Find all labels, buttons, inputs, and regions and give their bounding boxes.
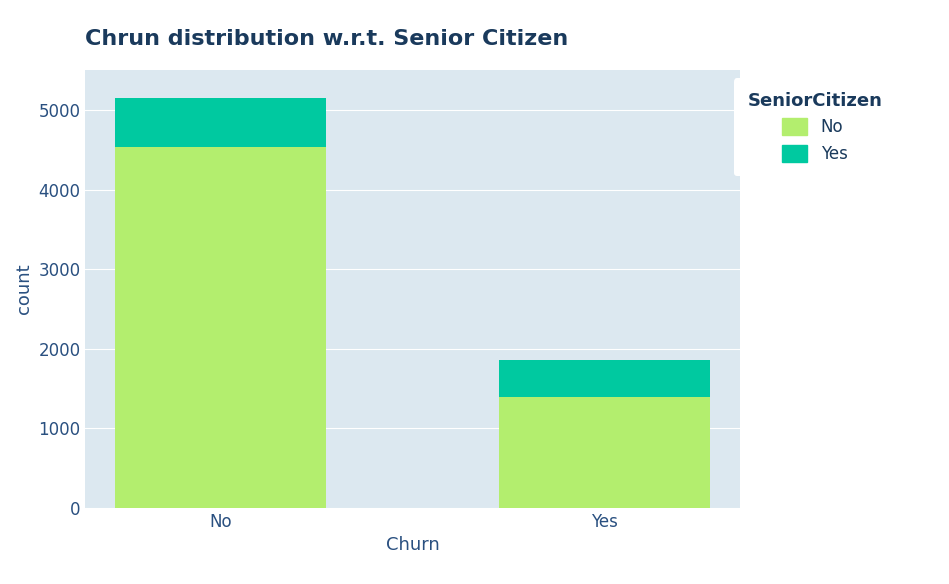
Bar — [115, 147, 326, 508]
X-axis label: Churn: Churn — [386, 537, 439, 554]
Bar — [115, 98, 326, 147]
Text: Chrun distribution w.r.t. Senior Citizen: Chrun distribution w.r.t. Senior Citizen — [85, 29, 568, 49]
Bar — [499, 360, 711, 397]
Legend: No, Yes: No, Yes — [734, 78, 896, 176]
Y-axis label: count: count — [15, 264, 33, 314]
Bar — [499, 397, 711, 508]
